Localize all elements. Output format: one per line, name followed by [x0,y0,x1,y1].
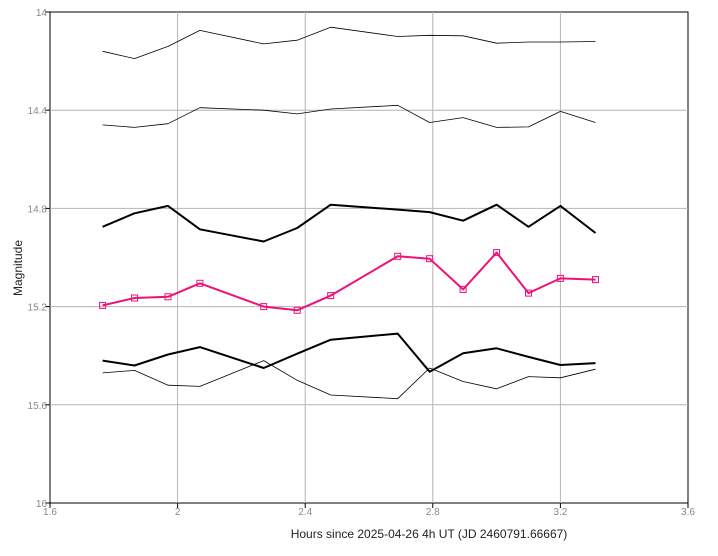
data-point-marker [394,252,402,260]
y-tick-label: 15.6 [28,401,48,412]
series-line-2 [102,104,596,128]
x-axis-label: Hours since 2025-04-26 4h UT (JD 2460791… [291,527,568,541]
data-point-marker [327,292,335,300]
data-point-marker [196,279,204,287]
x-tick-label: 2 [175,507,181,518]
series-line-5 [102,332,596,373]
plot-area [49,11,689,504]
series-line-4 [102,251,596,312]
data-point-marker [525,289,532,297]
y-axis-label: Magnitude [11,240,25,296]
y-tick-label: 15.2 [28,303,48,314]
y-tick-label: 16 [36,499,48,510]
y-tick-label: 14.4 [28,106,48,117]
data-point-marker [556,274,564,282]
series-line-1 [102,26,596,59]
data-point-marker [493,249,501,257]
data-point-marker [459,285,467,293]
data-point-marker [260,303,268,311]
x-tick-label: 3.6 [681,507,695,518]
data-point-marker [164,293,172,301]
data-point-marker [131,294,138,302]
x-tick-label: 3.2 [553,507,567,518]
series-line-6 [102,360,596,400]
data-point-marker [293,306,301,314]
y-tick-label: 14 [36,8,48,19]
y-tick-label: 14.8 [28,204,48,215]
series-line-3 [102,203,597,243]
data-point-marker [426,255,434,263]
x-tick-label: 1.6 [43,507,57,518]
tick-labels: 1.6 2 2.4 2.8 3.2 3.6 14 14.4 14.8 15.2 15.6 16 [28,8,696,518]
x-tick-label: 2.4 [298,507,312,518]
x-tick-label: 2.8 [426,507,440,518]
data-point-marker [99,301,107,309]
series-group [99,26,599,400]
data-point-marker [592,276,599,284]
